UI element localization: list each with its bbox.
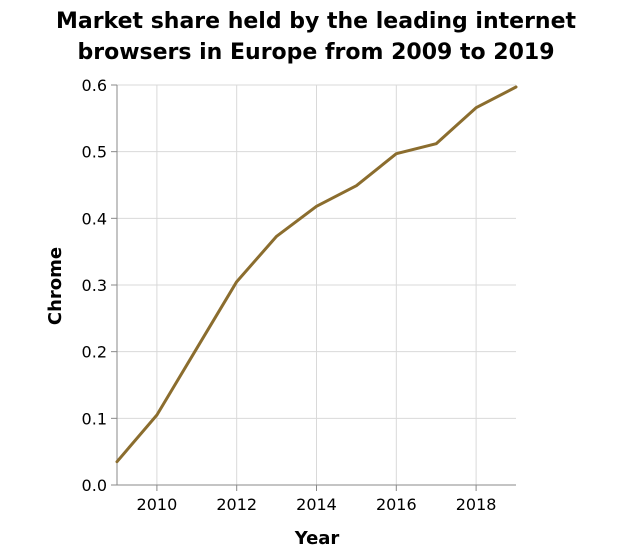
tick-labels: 0.0 0.1 0.2 0.3 0.4 0.5 0.6 2010 2012 2014 2016 201…: [82, 76, 497, 514]
data-point: [116, 460, 119, 463]
data-point: [435, 142, 438, 145]
axes: [111, 84, 516, 491]
y-tick-label: 0.1: [82, 409, 107, 428]
data-point: [515, 86, 518, 89]
data-point: [275, 235, 278, 238]
x-tick-label: 2010: [137, 495, 178, 514]
chart-title-line-1: Market share held by the leading interne…: [55, 9, 577, 34]
chart-title: Market share held by the leading interne…: [0, 6, 632, 68]
y-tick-label: 0.5: [82, 143, 107, 162]
y-tick-label: 0.3: [82, 276, 107, 295]
data-point: [395, 152, 398, 155]
data-point: [355, 184, 358, 187]
x-tick-label: 2014: [296, 495, 337, 514]
data-point: [475, 106, 478, 109]
data-point: [195, 347, 198, 350]
x-tick-label: 2018: [456, 495, 497, 514]
series-layer: [115, 85, 518, 464]
grid-lines: [117, 84, 516, 486]
y-tick-label: 0.2: [82, 343, 107, 362]
data-point: [235, 280, 238, 283]
chart-title-line-2: browsers in Europe from 2009 to 2019: [77, 40, 555, 65]
x-tick-label: 2012: [216, 495, 257, 514]
series-line: [115, 85, 518, 464]
x-tick-label: 2016: [376, 495, 417, 514]
x-axis-title: Year: [294, 528, 340, 549]
y-tick-label: 0.4: [82, 209, 107, 228]
data-point: [315, 205, 318, 208]
y-tick-label: 0.6: [82, 76, 107, 95]
data-point: [155, 414, 158, 417]
y-tick-label: 0.0: [82, 476, 107, 495]
y-axis-title: Chrome: [45, 247, 66, 325]
